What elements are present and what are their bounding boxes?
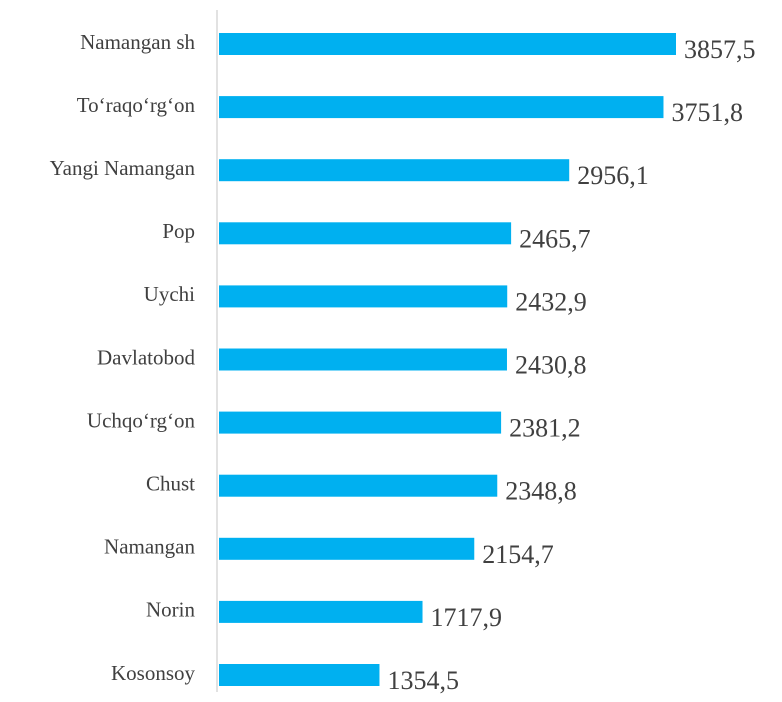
value-label: 3857,5 bbox=[684, 35, 756, 64]
bar bbox=[219, 285, 508, 308]
bar bbox=[219, 222, 512, 245]
category-label: Pop bbox=[162, 219, 195, 243]
category-label: Yangi Namangan bbox=[50, 156, 196, 180]
value-label: 2348,8 bbox=[505, 477, 577, 506]
category-label: Uchqo‘rg‘on bbox=[87, 408, 196, 432]
bar bbox=[219, 664, 380, 686]
bar bbox=[219, 159, 570, 182]
category-label: Norin bbox=[146, 598, 195, 622]
category-label: Namangan sh bbox=[80, 30, 195, 54]
value-label: 2430,8 bbox=[515, 350, 587, 379]
value-label: 2154,7 bbox=[482, 540, 554, 569]
category-label: Kosonsoy bbox=[111, 661, 196, 685]
bar bbox=[219, 348, 507, 371]
category-label: Chust bbox=[146, 472, 195, 496]
category-label: To‘raqo‘rg‘on bbox=[77, 93, 196, 117]
bar bbox=[219, 33, 676, 55]
value-label: 1717,9 bbox=[431, 603, 503, 632]
value-label: 2465,7 bbox=[519, 224, 591, 253]
value-label: 1354,5 bbox=[387, 666, 459, 695]
value-label: 3751,8 bbox=[671, 98, 743, 127]
value-label: 2381,2 bbox=[509, 414, 581, 443]
value-label: 2432,9 bbox=[515, 287, 587, 316]
category-label: Namangan bbox=[104, 535, 195, 559]
category-label: Davlatobod bbox=[97, 345, 195, 369]
category-label: Uychi bbox=[144, 282, 195, 306]
value-label: 2956,1 bbox=[577, 161, 649, 190]
bar bbox=[219, 474, 498, 497]
bar bbox=[219, 96, 664, 119]
bar bbox=[219, 537, 475, 560]
bar bbox=[219, 411, 502, 434]
bar bbox=[219, 600, 423, 623]
